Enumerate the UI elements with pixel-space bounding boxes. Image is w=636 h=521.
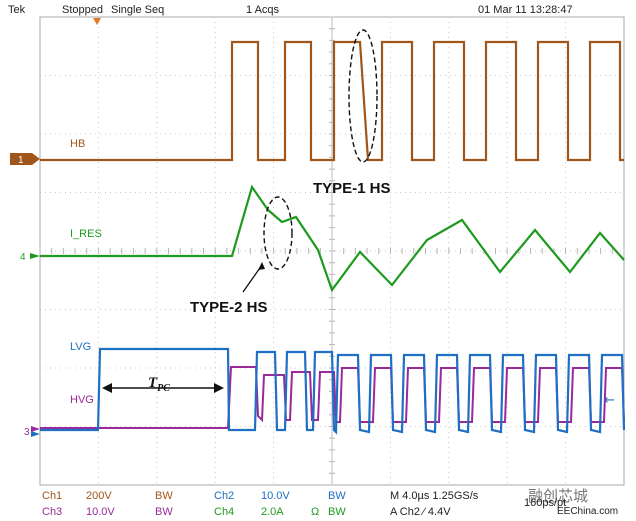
type2-hs-annotation: TYPE-2 HS: [190, 299, 268, 316]
hvg-channel-label: HVG: [70, 394, 94, 406]
watermark-text: 融创芯城: [528, 488, 589, 505]
type1-hs-annotation: TYPE-1 HS: [313, 180, 391, 197]
acquisition-count: 1 Acqs: [246, 4, 280, 16]
tpc-arrow-right: [214, 383, 224, 393]
ch4-ground-marker-label: 4: [20, 252, 26, 263]
ch2-bw: BW: [328, 490, 346, 502]
tpc-main-text: T: [148, 375, 158, 391]
ch3-scale: 10.0V: [86, 506, 115, 518]
trigger-readout: A Ch2 ⁄ 4.4V: [390, 506, 451, 518]
ch4-bw: BW: [328, 506, 346, 518]
tpc-annotation: TPC: [148, 375, 170, 394]
hb-channel-label: HB: [70, 138, 86, 150]
graticule-center-ticks: [39, 16, 625, 486]
ch3-name: Ch3: [42, 506, 63, 518]
ch3-bw: BW: [155, 506, 173, 518]
ch4-scale: 2.0A: [261, 506, 284, 518]
ch4-ground-arrow: [30, 253, 40, 259]
record-rate: 160ps/pt: [524, 497, 567, 509]
ch3-ground-arrow: [31, 426, 40, 432]
ch1-bw: BW: [155, 490, 173, 502]
lvg-waveform: [40, 347, 626, 435]
acquisition-status: Stopped: [62, 4, 103, 16]
ch2-ground-arrow: [31, 431, 40, 437]
ch3-ground-marker-label: 3: [24, 427, 30, 438]
trigger-level-arrow: ←: [604, 393, 615, 408]
ch4-impedance: Ω: [311, 506, 320, 518]
site-watermark: EEChina.com: [557, 506, 619, 517]
ch2-scale: 10.0V: [261, 490, 290, 502]
ch2-name: Ch2: [214, 490, 235, 502]
lvg-channel-label: LVG: [70, 341, 92, 353]
ch1-name: Ch1: [42, 490, 63, 502]
ch1-ground-marker: [10, 153, 32, 165]
trigger-position-marker: [93, 18, 101, 25]
tpc-subscript: PC: [157, 383, 170, 394]
type2-hs-ellipse: [263, 196, 293, 270]
date-time: 01 Mar 11 13:28:47: [478, 4, 573, 16]
type1-hs-ellipse: [348, 29, 378, 163]
tpc-arrow-left: [102, 383, 112, 393]
ires-waveform: [40, 184, 625, 293]
ch4-name: Ch4: [214, 506, 235, 518]
acquisition-mode: Single Seq: [111, 4, 165, 16]
timebase-readout: M 4.0µs 1.25GS/s: [390, 490, 479, 502]
hb-waveform: [40, 40, 624, 162]
type2-pointer-head: [258, 262, 265, 270]
ch1-ground-arrow: [32, 153, 40, 165]
ires-channel-label: I_RES: [70, 228, 102, 240]
ch1-scale: 200V: [86, 490, 112, 502]
ch1-ground-marker-label: 1: [18, 155, 24, 166]
brand-label: Tek: [8, 4, 26, 16]
